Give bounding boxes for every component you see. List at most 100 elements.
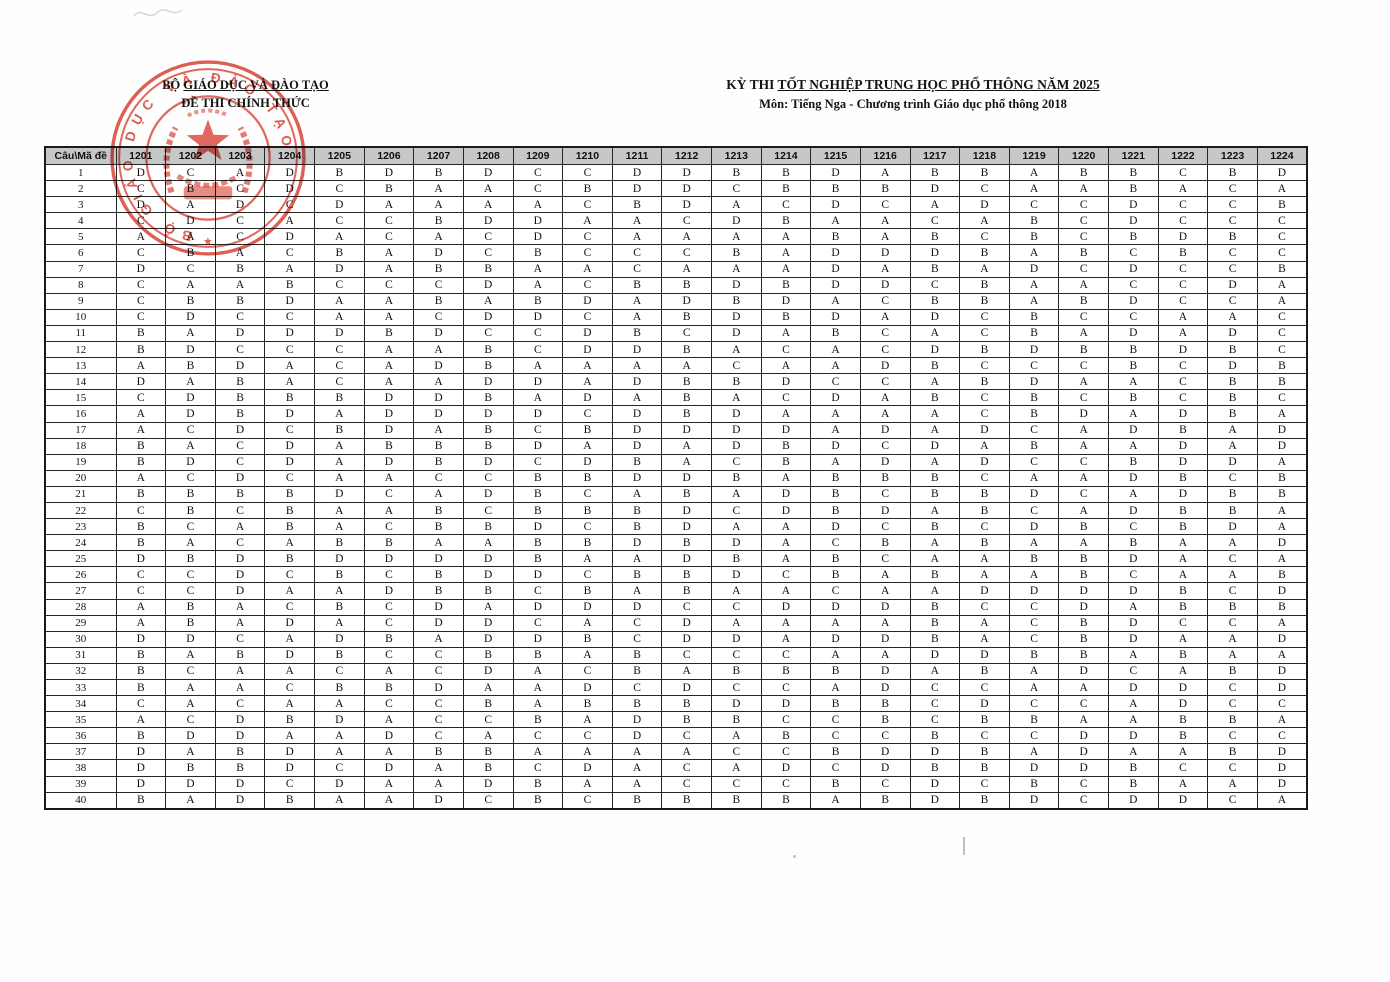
answer-row: 39 D D D C D A A D B A A C C C B C D C B C B A A D <box>44 775 1308 793</box>
answer-cell: B <box>363 180 415 198</box>
answer-cell: A <box>413 534 464 552</box>
answer-cell: A <box>165 196 216 214</box>
answer-cell: B <box>1207 341 1258 359</box>
answer-cell: B <box>760 276 812 294</box>
answer-cell: A <box>512 389 564 407</box>
answer-cell: A <box>810 453 861 471</box>
answer-cell: C <box>859 373 911 391</box>
answer-cell: A <box>711 341 762 359</box>
answer-cell: B <box>314 163 365 182</box>
answer-cell: C <box>115 244 167 262</box>
answer-cell: D <box>462 775 514 793</box>
answer-cell: C <box>462 228 514 246</box>
answer-cell: B <box>363 534 415 552</box>
question-number: 13 <box>44 357 117 375</box>
answer-cell: A <box>1108 711 1159 729</box>
answer-row: 10 C D C C A A C D D C A B D B D A D C B C C A A C <box>44 308 1308 326</box>
answer-cell: A <box>810 646 861 664</box>
answer-cell: B <box>959 292 1010 310</box>
answer-cell: B <box>165 759 216 777</box>
exam-code-header: 1210 <box>562 146 613 165</box>
answer-cell: B <box>661 405 712 423</box>
answer-cell: C <box>611 614 663 632</box>
answer-cell: A <box>661 662 712 681</box>
answer-cell: A <box>810 791 861 810</box>
answer-cell: A <box>1157 534 1209 552</box>
answer-cell: C <box>1207 180 1258 198</box>
exam-code-header: 1204 <box>264 146 315 165</box>
answer-cell: A <box>562 743 613 761</box>
answer-cell: A <box>760 614 812 632</box>
answer-cell: C <box>264 244 315 262</box>
answer-cell: A <box>711 518 762 536</box>
answer-cell: A <box>512 276 564 294</box>
answer-cell: B <box>1058 163 1109 182</box>
answer-cell: A <box>264 662 315 681</box>
answer-cell: D <box>760 695 812 713</box>
scan-artifact-squiggle <box>133 9 183 17</box>
answer-cell: A <box>314 469 365 487</box>
answer-cell: C <box>959 308 1010 326</box>
answer-cell: B <box>859 180 911 198</box>
answer-cell: D <box>859 678 911 697</box>
answer-row: 21 B B B B D C A D B C A B A D B C B B D C A D B B <box>44 485 1308 503</box>
exam-code-header: 1221 <box>1108 146 1159 165</box>
answer-cell: A <box>959 614 1010 632</box>
answer-cell: B <box>462 518 514 536</box>
answer-cell: B <box>760 662 812 681</box>
answer-cell: C <box>562 662 613 681</box>
answer-cell: A <box>264 357 315 375</box>
answer-cell: C <box>1207 244 1258 262</box>
answer-cell: C <box>1008 421 1060 439</box>
question-number: 26 <box>44 566 117 584</box>
answer-cell: B <box>1008 308 1060 326</box>
answer-cell: D <box>661 678 712 697</box>
answer-cell: D <box>413 614 464 632</box>
answer-cell: D <box>1058 743 1109 761</box>
answer-cell: C <box>711 453 762 471</box>
answer-row: 26 C C D C B C B D D C B B D C B A B A A B C A A B <box>44 566 1308 584</box>
answer-cell: A <box>314 405 365 423</box>
answer-cell: B <box>1157 469 1209 487</box>
answer-cell: D <box>562 598 613 616</box>
answer-cell: B <box>909 598 961 616</box>
answer-cell: A <box>1256 405 1308 423</box>
answer-cell: D <box>1256 743 1308 761</box>
answer-cell: D <box>1157 405 1209 423</box>
answer-cell: D <box>1256 630 1308 648</box>
answer-cell: D <box>115 759 167 777</box>
answer-cell: A <box>462 678 514 697</box>
answer-cell: D <box>1256 775 1308 793</box>
answer-cell: D <box>413 324 464 343</box>
answer-cell: A <box>611 308 663 326</box>
answer-cell: A <box>1207 646 1258 664</box>
answer-row: 30 D D C A D B A D D B C D D A D D B A C B D A A D <box>44 630 1308 648</box>
answer-cell: C <box>214 453 266 471</box>
answer-cell: B <box>165 292 216 310</box>
answer-cell: B <box>909 389 961 407</box>
answer-cell: A <box>859 163 911 182</box>
answer-cell: B <box>1008 711 1060 729</box>
answer-row: 23 B C A B A C B B D C B D A A D C B C D B C B D A <box>44 518 1308 536</box>
answer-cell: A <box>413 759 464 777</box>
answer-cell: C <box>1157 614 1209 632</box>
answer-cell: A <box>165 695 216 713</box>
answer-cell: D <box>760 485 812 503</box>
answer-cell: D <box>810 244 861 262</box>
answer-cell: B <box>314 598 365 616</box>
answer-cell: C <box>1207 727 1258 745</box>
answer-cell: B <box>909 727 961 745</box>
answer-cell: B <box>115 727 167 745</box>
answer-cell: A <box>711 389 762 407</box>
answer-cell: C <box>214 501 266 520</box>
answer-cell: B <box>711 791 762 810</box>
answer-cell: C <box>859 437 911 455</box>
answer-cell: B <box>413 566 464 584</box>
answer-cell: A <box>413 180 464 198</box>
answer-cell: D <box>1008 260 1060 278</box>
answer-cell: D <box>165 630 216 648</box>
answer-cell: D <box>264 228 315 246</box>
answer-cell: B <box>214 759 266 777</box>
answer-cell: A <box>909 324 961 343</box>
